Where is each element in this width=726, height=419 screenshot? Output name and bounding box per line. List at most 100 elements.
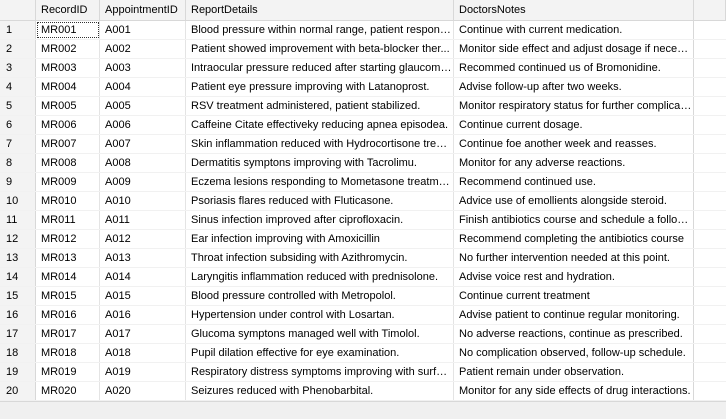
- appointment-id-cell[interactable]: A020: [100, 382, 186, 400]
- header-row-number[interactable]: [0, 0, 36, 20]
- row-number-cell[interactable]: 2: [0, 40, 36, 58]
- doctors-notes-cell[interactable]: Monitor for any side effects of drug int…: [454, 382, 694, 400]
- table-row[interactable]: 12 MR012 A012 Ear infection improving with …: [0, 230, 726, 249]
- doctors-notes-cell[interactable]: No further intervention needed at this p…: [454, 249, 694, 267]
- doctors-notes-cell[interactable]: Monitor side effect and adjust dosage if…: [454, 40, 694, 58]
- report-details-cell[interactable]: Blood pressure within normal range, pati…: [186, 21, 454, 39]
- report-details-cell[interactable]: Hypertension under control with Losartan…: [186, 306, 454, 324]
- row-number-cell[interactable]: 14: [0, 268, 36, 286]
- table-row[interactable]: 1 MR001 A001 Blood pressure within normal r…: [0, 21, 726, 40]
- row-number-cell[interactable]: 15: [0, 287, 36, 305]
- table-row[interactable]: 11 MR011 A011 Sinus infection improved afte…: [0, 211, 726, 230]
- report-details-cell[interactable]: Skin inflammation reduced with Hydrocort…: [186, 135, 454, 153]
- appointment-id-cell[interactable]: A003: [100, 59, 186, 77]
- doctors-notes-cell[interactable]: No complication observed, follow-up sche…: [454, 344, 694, 362]
- report-details-cell[interactable]: Glucoma symptons managed well with Timol…: [186, 325, 454, 343]
- table-row[interactable]: 8 MR008 A008 Dermatitis symptons improving …: [0, 154, 726, 173]
- doctors-notes-cell[interactable]: Advise voice rest and hydration.: [454, 268, 694, 286]
- record-id-cell[interactable]: MR008: [36, 154, 100, 172]
- row-number-cell[interactable]: 17: [0, 325, 36, 343]
- report-details-cell[interactable]: Sinus infection improved after ciproflox…: [186, 211, 454, 229]
- appointment-id-cell[interactable]: A013: [100, 249, 186, 267]
- row-number-cell[interactable]: 7: [0, 135, 36, 153]
- doctors-notes-cell[interactable]: Recommed continued us of Bromonidine.: [454, 59, 694, 77]
- appointment-id-cell[interactable]: A002: [100, 40, 186, 58]
- doctors-notes-cell[interactable]: Advise patient to continue regular monit…: [454, 306, 694, 324]
- record-id-cell[interactable]: MR006: [36, 116, 100, 134]
- header-report-details[interactable]: ReportDetails: [186, 0, 454, 20]
- record-id-cell[interactable]: MR014: [36, 268, 100, 286]
- record-id-cell[interactable]: MR003: [36, 59, 100, 77]
- table-row[interactable]: 15 MR015 A015 Blood pressure controlled wit…: [0, 287, 726, 306]
- report-details-cell[interactable]: Patient eye pressure improving with Lata…: [186, 78, 454, 96]
- table-row[interactable]: 4 MR004 A004 Patient eye pressure improving…: [0, 78, 726, 97]
- report-details-cell[interactable]: Pupil dilation effective for eye examina…: [186, 344, 454, 362]
- report-details-cell[interactable]: Throat infection subsiding with Azithrom…: [186, 249, 454, 267]
- appointment-id-cell[interactable]: A017: [100, 325, 186, 343]
- record-id-cell[interactable]: MR010: [36, 192, 100, 210]
- row-number-cell[interactable]: 19: [0, 363, 36, 381]
- doctors-notes-cell[interactable]: Patient remain under observation.: [454, 363, 694, 381]
- record-id-cell[interactable]: MR012: [36, 230, 100, 248]
- doctors-notes-cell[interactable]: Continue foe another week and reasses.: [454, 135, 694, 153]
- header-record-id[interactable]: RecordID: [36, 0, 100, 20]
- table-row[interactable]: 9 MR009 A009 Eczema lesions responding to M…: [0, 173, 726, 192]
- record-id-cell[interactable]: MR009: [36, 173, 100, 191]
- report-details-cell[interactable]: Laryngitis inflammation reduced with pre…: [186, 268, 454, 286]
- header-appointment-id[interactable]: AppointmentID: [100, 0, 186, 20]
- header-doctors-notes[interactable]: DoctorsNotes: [454, 0, 694, 20]
- record-id-cell[interactable]: MR018: [36, 344, 100, 362]
- doctors-notes-cell[interactable]: Recommend completing the antibiotics cou…: [454, 230, 694, 248]
- record-id-cell[interactable]: MR013: [36, 249, 100, 267]
- appointment-id-cell[interactable]: A004: [100, 78, 186, 96]
- table-row[interactable]: 2 MR002 A002 Patient showed improvement wit…: [0, 40, 726, 59]
- table-row[interactable]: 18 MR018 A018 Pupil dilation effective for …: [0, 344, 726, 363]
- appointment-id-cell[interactable]: A008: [100, 154, 186, 172]
- table-row[interactable]: 17 MR017 A017 Glucoma symptons managed well…: [0, 325, 726, 344]
- appointment-id-cell[interactable]: A012: [100, 230, 186, 248]
- appointment-id-cell[interactable]: A016: [100, 306, 186, 324]
- table-row[interactable]: 10 MR010 A010 Psoriasis flares reduced with…: [0, 192, 726, 211]
- record-id-cell[interactable]: MR016: [36, 306, 100, 324]
- report-details-cell[interactable]: Eczema lesions responding to Mometasone …: [186, 173, 454, 191]
- doctors-notes-cell[interactable]: Advice use of emollients alongside stero…: [454, 192, 694, 210]
- appointment-id-cell[interactable]: A019: [100, 363, 186, 381]
- table-row[interactable]: 13 MR013 A013 Throat infection subsiding wi…: [0, 249, 726, 268]
- row-number-cell[interactable]: 13: [0, 249, 36, 267]
- record-id-cell[interactable]: MR002: [36, 40, 100, 58]
- doctors-notes-cell[interactable]: Continue current treatment: [454, 287, 694, 305]
- appointment-id-cell[interactable]: A018: [100, 344, 186, 362]
- row-number-cell[interactable]: 8: [0, 154, 36, 172]
- record-id-cell[interactable]: MR005: [36, 97, 100, 115]
- doctors-notes-cell[interactable]: Monitor for any adverse reactions.: [454, 154, 694, 172]
- row-number-cell[interactable]: 18: [0, 344, 36, 362]
- doctors-notes-cell[interactable]: Continue current dosage.: [454, 116, 694, 134]
- report-details-cell[interactable]: Psoriasis flares reduced with Fluticason…: [186, 192, 454, 210]
- doctors-notes-cell[interactable]: Continue with current medication.: [454, 21, 694, 39]
- report-details-cell[interactable]: Caffeine Citate effectiveky reducing apn…: [186, 116, 454, 134]
- record-id-cell[interactable]: MR015: [36, 287, 100, 305]
- row-number-cell[interactable]: 20: [0, 382, 36, 400]
- row-number-cell[interactable]: 9: [0, 173, 36, 191]
- appointment-id-cell[interactable]: A009: [100, 173, 186, 191]
- table-row[interactable]: 20 MR020 A020 Seizures reduced with Phenoba…: [0, 382, 726, 401]
- doctors-notes-cell[interactable]: No adverse reactions, continue as prescr…: [454, 325, 694, 343]
- table-row[interactable]: 3 MR003 A003 Intraocular pressure reduced a…: [0, 59, 726, 78]
- record-id-cell[interactable]: MR004: [36, 78, 100, 96]
- appointment-id-cell[interactable]: A014: [100, 268, 186, 286]
- table-row[interactable]: 14 MR014 A014 Laryngitis inflammation reduc…: [0, 268, 726, 287]
- doctors-notes-cell[interactable]: Finish antibiotics course and schedule a…: [454, 211, 694, 229]
- appointment-id-cell[interactable]: A007: [100, 135, 186, 153]
- report-details-cell[interactable]: RSV treatment administered, patient stab…: [186, 97, 454, 115]
- report-details-cell[interactable]: Blood pressure controlled with Metropolo…: [186, 287, 454, 305]
- row-number-cell[interactable]: 3: [0, 59, 36, 77]
- table-row[interactable]: 16 MR016 A016 Hypertension under control wi…: [0, 306, 726, 325]
- appointment-id-cell[interactable]: A010: [100, 192, 186, 210]
- table-row[interactable]: 6 MR006 A006 Caffeine Citate effectiveky re…: [0, 116, 726, 135]
- row-number-cell[interactable]: 10: [0, 192, 36, 210]
- report-details-cell[interactable]: Respiratory distress symptoms improving …: [186, 363, 454, 381]
- record-id-cell[interactable]: MR007: [36, 135, 100, 153]
- appointment-id-cell[interactable]: A011: [100, 211, 186, 229]
- doctors-notes-cell[interactable]: Advise follow-up after two weeks.: [454, 78, 694, 96]
